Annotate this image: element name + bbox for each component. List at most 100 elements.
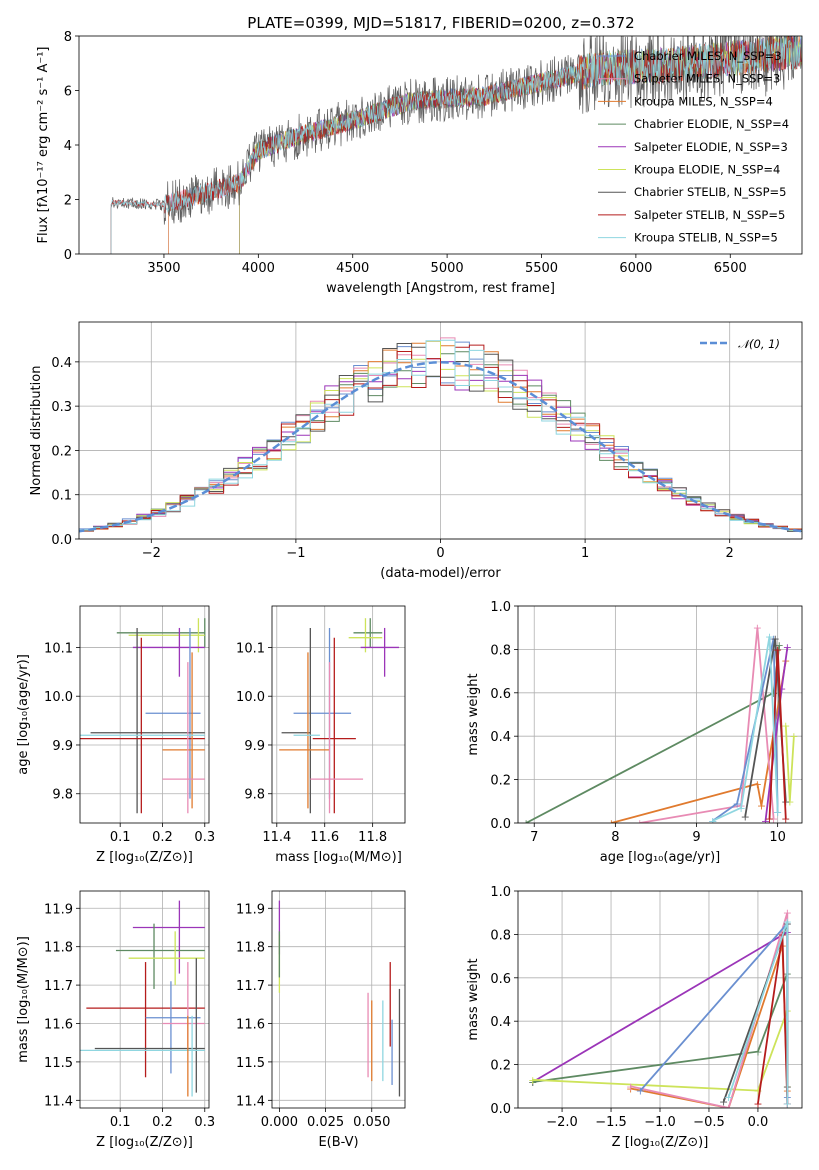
weight-marker: + [626, 1082, 635, 1095]
weight-marker: + [775, 639, 784, 652]
mass-vs-z-panel: 0.1 0.2 0.3 11.4 11.5 11.6 11.7 11.8 11.9 Z [log₁… [16, 890, 215, 1150]
x-axis-label: mass [log₁₀(M/M⊙)] [275, 850, 402, 865]
weight-marker: + [753, 1085, 762, 1098]
weight-marker: + [708, 815, 717, 828]
axes-frame [517, 890, 803, 1109]
x-tick-label: 10 [769, 830, 786, 845]
y-tick-label: 11.6 [236, 1018, 265, 1033]
weight-marker: + [769, 633, 778, 646]
x-tick-label: 5000 [431, 261, 464, 276]
axes-frame [517, 605, 803, 824]
y-axis-label: mass [log₁₀(M/M⊙)] [16, 936, 31, 1063]
weight-marker: + [773, 806, 782, 819]
axes-frame [78, 35, 803, 255]
y-tick-label: 11.6 [44, 1018, 73, 1033]
y-tick-label: 0.0 [490, 1102, 511, 1117]
axes-frame [271, 890, 406, 1109]
y-tick-label: 11.4 [44, 1094, 73, 1109]
legend-entry: Kroupa MILES, N_SSP=4 [634, 94, 773, 108]
weight-marker: + [528, 1076, 537, 1089]
x-tick-label: 9 [692, 830, 700, 845]
y-tick-label: 8 [64, 30, 72, 45]
legend-entry: Chabrier STELIB, N_SSP=5 [634, 185, 786, 199]
weight-marker: + [528, 1076, 537, 1089]
x-tick-label: −1 [286, 546, 305, 561]
axes-frame [271, 605, 406, 824]
x-tick-label: 11.6 [310, 830, 339, 845]
y-tick-label: 6 [64, 85, 72, 100]
weight-marker: + [753, 1098, 762, 1111]
weight-marker: + [777, 682, 786, 695]
weight-marker: + [761, 815, 770, 828]
x-tick-label: 0.1 [110, 1115, 131, 1130]
weight-series [727, 921, 789, 1104]
y-tick-label: 0.0 [490, 817, 511, 832]
weight-marker: + [783, 641, 792, 654]
weight-series [532, 973, 789, 1083]
y-tick-label: 10.0 [236, 690, 265, 705]
x-tick-label: −2.0 [546, 1115, 578, 1130]
x-axis-label: E(B-V) [318, 1135, 358, 1150]
y-axis-label: Flux [fλ10⁻¹⁷ erg cm⁻² s⁻¹ A⁻¹] [36, 47, 51, 244]
x-tick-label: 0.000 [261, 1115, 298, 1130]
x-tick-label: 6500 [714, 261, 747, 276]
y-tick-label: 9.9 [244, 739, 265, 754]
weight-marker: + [785, 795, 794, 808]
legend-entry: Kroupa STELIB, N_SSP=5 [634, 231, 778, 245]
plot-area [80, 900, 205, 1097]
x-tick-label: 3500 [147, 261, 180, 276]
y-tick-label: 2 [64, 194, 72, 209]
weight-marker: + [522, 817, 531, 830]
y-tick-label: 11.5 [44, 1056, 73, 1071]
x-axis-label: Z [log₁₀(Z/Z⊙)] [96, 850, 193, 865]
x-tick-label: 11.4 [262, 830, 291, 845]
y-tick-label: 0.8 [490, 643, 511, 658]
x-axis-label: Z [log₁₀(Z/Z⊙)] [96, 1135, 193, 1150]
x-tick-label: 1 [581, 546, 589, 561]
weight-series [768, 649, 787, 819]
x-tick-label: 0 [436, 546, 444, 561]
weight-marker: + [783, 915, 792, 928]
y-tick-label: 9.8 [52, 788, 73, 803]
weight-marker: + [607, 817, 616, 830]
y-tick-label: 0.0 [51, 533, 72, 548]
y-tick-label: 11.9 [44, 902, 73, 917]
weight-marker: + [724, 1102, 733, 1115]
weight-marker: + [636, 1085, 645, 1098]
legend-entry: Salpeter ELODIE, N_SSP=3 [634, 140, 788, 154]
plot-area [79, 337, 802, 534]
legend-entry: Chabrier ELODIE, N_SSP=4 [634, 117, 789, 131]
y-tick-label: 0.8 [490, 928, 511, 943]
x-tick-label: 0.0 [748, 1115, 769, 1130]
y-axis-label: mass weight [466, 673, 481, 755]
x-tick-label: 0.2 [152, 1115, 173, 1130]
x-tick-label: 0.1 [110, 830, 131, 845]
weight-marker: + [626, 1080, 635, 1093]
histogram-series [79, 339, 802, 534]
spectrum-panel: 3500 4000 4500 5000 5500 6000 6500 0 2 4 6 8 wavelen… [36, 30, 803, 296]
x-axis-label: age [log₁₀(age/yr)] [600, 850, 721, 865]
x-tick-label: 0.3 [194, 1115, 215, 1130]
x-tick-label: 8 [611, 830, 619, 845]
spectrum-series [110, 36, 802, 254]
x-tick-label: 4000 [242, 261, 275, 276]
weight-vs-z-panel: −2.0 −1.5 −1.0 −0.5 0.0 0.0 0.2 0.4 0.6 0.8 1.0 Z [… [466, 885, 803, 1150]
y-axis-label: Normed distribution [29, 366, 44, 496]
x-tick-label: 2 [726, 546, 734, 561]
y-tick-label: 0.1 [51, 489, 72, 504]
y-tick-label: 10.0 [44, 690, 73, 705]
y-axis-label: mass weight [466, 958, 481, 1040]
weight-marker: + [781, 719, 790, 732]
histogram-panel: −2 −1 0 1 2 0.0 0.1 0.2 0.3 0.4 (data-model)/error… [29, 321, 803, 581]
weight-series [611, 660, 787, 823]
x-tick-label: 4500 [336, 261, 369, 276]
weight-marker: + [773, 643, 782, 656]
x-tick-label: 0.2 [152, 830, 173, 845]
legend-entry: Chabrier MILES, N_SSP=3 [634, 49, 781, 63]
legend-entry: Salpeter STELIB, N_SSP=5 [634, 208, 785, 222]
x-tick-label: 6000 [619, 261, 652, 276]
y-tick-label: 0.4 [490, 730, 511, 745]
weight-marker: + [753, 622, 762, 635]
y-tick-label: 0.2 [51, 444, 72, 459]
legend-entry: Kroupa ELODIE, N_SSP=4 [634, 163, 780, 177]
